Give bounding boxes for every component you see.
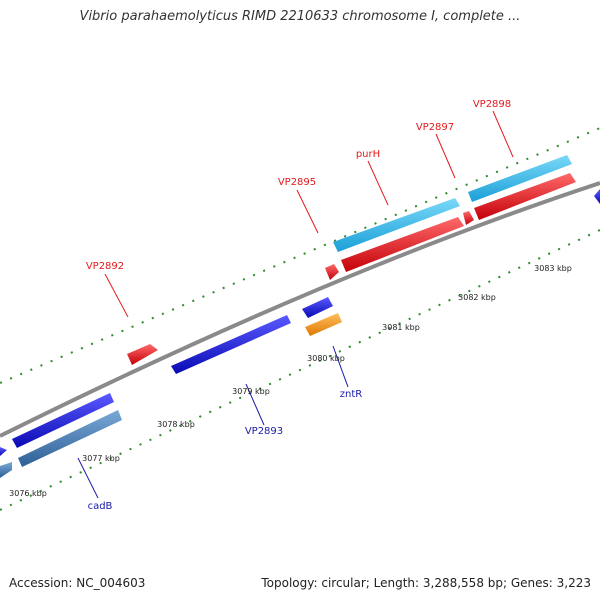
gene-steel-edge-left[interactable] (0, 462, 12, 478)
scale-label-3078: 3078 kbp (157, 420, 195, 429)
outer-scale-ticks (0, 127, 600, 384)
leader-vp2897 (435, 133, 456, 179)
scale-label-3081: 3081 kbp (382, 323, 420, 332)
leader-zntR (332, 345, 349, 388)
gene-label-vp2893[interactable]: VP2893 (245, 426, 283, 437)
gene-label-cadB[interactable]: cadB (88, 501, 113, 512)
scale-label-3080: 3080 kbp (307, 354, 345, 363)
gene-red-vp2898[interactable] (474, 173, 576, 220)
gene-blue-left[interactable] (12, 393, 114, 448)
leader-vp2898 (492, 110, 514, 158)
gene-label-vp2895[interactable]: VP2895 (278, 177, 316, 188)
leader-vp2893 (245, 383, 265, 426)
inner-scale-ticks (0, 229, 600, 511)
gene-label-vp2898[interactable]: VP2898 (473, 99, 511, 110)
scale-label-3076: 3076 kbp (9, 489, 47, 498)
gene-label-zntR[interactable]: zntR (340, 389, 363, 400)
chromosome-backbone (0, 181, 600, 438)
accession-text: Accession: NC_004603 (9, 576, 146, 590)
genome-summary-text: Topology: circular; Length: 3,288,558 bp… (261, 576, 591, 590)
map-title: Vibrio parahaemolyticus RIMD 2210633 chr… (79, 9, 521, 24)
gene-cyan-1[interactable] (333, 198, 460, 252)
gene-blue-edge-right[interactable] (594, 189, 600, 204)
gene-blue-edge-left[interactable] (0, 447, 7, 456)
gene-blue-vp2893[interactable] (171, 315, 291, 374)
leader-vp2895 (296, 189, 319, 234)
gene-cyan-2[interactable] (468, 155, 572, 202)
gene-red-purH[interactable] (341, 217, 464, 272)
gene-label-purH[interactable]: purH (356, 149, 380, 160)
gene-steel-cadB[interactable] (18, 410, 122, 467)
gene-orange-zntR[interactable] (305, 313, 342, 336)
gene-blue-small[interactable] (302, 297, 333, 318)
scale-label-3077: 3077 kbp (82, 454, 120, 463)
gene-label-vp2897[interactable]: VP2897 (416, 122, 454, 133)
gene-red-vp2895[interactable] (325, 264, 339, 280)
scale-label-3082: 3082 kbp (458, 293, 496, 302)
leader-purH (367, 160, 389, 206)
gene-red-vp2897[interactable] (463, 211, 474, 225)
gene-label-vp2892[interactable]: VP2892 (86, 261, 124, 272)
scale-label-3079: 3079 kbp (232, 387, 270, 396)
leader-cadB (77, 457, 99, 499)
scale-label-3083: 3083 kbp (534, 264, 572, 273)
leader-vp2892 (104, 273, 129, 318)
gene-red-vp2892[interactable] (127, 344, 158, 365)
